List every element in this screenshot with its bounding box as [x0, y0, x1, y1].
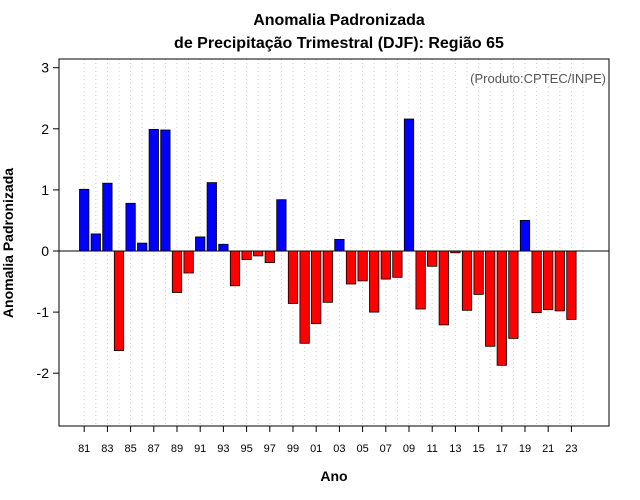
- bar-93: [218, 243, 229, 252]
- bar-23: [566, 250, 577, 320]
- bar-20: [531, 250, 542, 314]
- x-tick-label: 89: [171, 443, 183, 455]
- x-tick-label: 93: [217, 443, 229, 455]
- bar-92: [206, 182, 217, 252]
- bar-82: [90, 233, 101, 252]
- bar-13: [450, 250, 461, 254]
- y-axis-label: Anomalia Padronizada: [0, 168, 16, 318]
- bar-04: [345, 250, 357, 285]
- bar-14: [461, 250, 473, 311]
- x-tick-label: 09: [403, 443, 415, 455]
- bar-87: [148, 128, 159, 252]
- y-tick-label: -2: [37, 365, 50, 381]
- bar-99: [287, 250, 299, 304]
- y-tick-label: 0: [41, 243, 49, 259]
- bar-22: [554, 250, 565, 312]
- x-axis: 81 83 85 87 89 91 93 95 97 99 01 03 05 07 09 11 13 15 17 19…: [78, 426, 578, 455]
- bar-07: [380, 250, 391, 280]
- bar-88: [160, 129, 171, 252]
- bar-89: [171, 250, 183, 293]
- x-tick-label: 01: [310, 443, 322, 455]
- chart-title: Anomalia Padronizada: [253, 12, 425, 29]
- x-tick-label: 17: [496, 443, 508, 455]
- x-tick-label: 21: [542, 443, 554, 455]
- x-tick-label: 97: [264, 443, 276, 455]
- y-tick-label: 3: [41, 60, 49, 76]
- bar-17: [496, 250, 507, 366]
- bar-03: [334, 238, 345, 252]
- bar-83: [102, 182, 113, 252]
- grid-lines: [83, 59, 584, 426]
- x-tick-label: 13: [449, 443, 461, 455]
- bar-21: [543, 250, 554, 311]
- bar-85: [125, 202, 136, 252]
- bar-16: [485, 250, 496, 347]
- bar-97: [264, 250, 275, 264]
- bar-94: [229, 250, 241, 287]
- y-tick-label: 2: [41, 121, 49, 137]
- bar-91: [195, 236, 206, 252]
- credit-label: (Produto:CPTEC/INPE): [470, 71, 606, 86]
- x-axis-label: Ano: [320, 468, 347, 484]
- bar-86: [137, 242, 148, 252]
- chart-subtitle: de Precipitação Trimestral (DJF): Região…: [174, 35, 504, 52]
- bar-96: [253, 250, 264, 257]
- bar-11: [427, 250, 438, 267]
- bar-02: [322, 250, 333, 303]
- bar-84: [113, 250, 125, 351]
- plot-frame: [58, 58, 610, 427]
- bar-06: [369, 250, 380, 313]
- x-tick-label: 99: [287, 443, 299, 455]
- x-tick-label: 85: [124, 443, 136, 455]
- bar-19: [519, 219, 531, 252]
- bar-01: [311, 250, 322, 325]
- y-tick-label: -1: [37, 304, 50, 320]
- x-tick-label: 87: [148, 443, 160, 455]
- bars-group: [79, 118, 577, 366]
- bar-09: [403, 118, 415, 252]
- bar-00: [299, 250, 310, 344]
- x-tick-label: 23: [565, 443, 577, 455]
- bar-08: [392, 250, 403, 278]
- y-tick-label: 1: [41, 182, 49, 198]
- bar-90: [183, 250, 194, 274]
- bar-05: [357, 250, 368, 282]
- x-tick-label: 91: [194, 443, 206, 455]
- x-tick-label: 95: [240, 443, 252, 455]
- x-tick-label: 07: [380, 443, 392, 455]
- x-tick-label: 19: [519, 443, 531, 455]
- bar-98: [276, 199, 287, 252]
- bar-15: [473, 250, 484, 295]
- x-tick-label: 11: [426, 443, 437, 455]
- y-axis: -2 -1 0 1 2 3: [37, 60, 59, 381]
- x-tick-label: 15: [472, 443, 484, 455]
- bar-12: [438, 250, 449, 326]
- x-tick-label: 83: [101, 443, 113, 455]
- bar-10: [415, 250, 426, 310]
- bar-95: [241, 250, 252, 261]
- bar-18: [508, 250, 519, 339]
- x-tick-label: 81: [78, 443, 90, 455]
- x-tick-label: 03: [333, 443, 345, 455]
- bar-81: [79, 188, 90, 252]
- x-tick-label: 05: [356, 443, 368, 455]
